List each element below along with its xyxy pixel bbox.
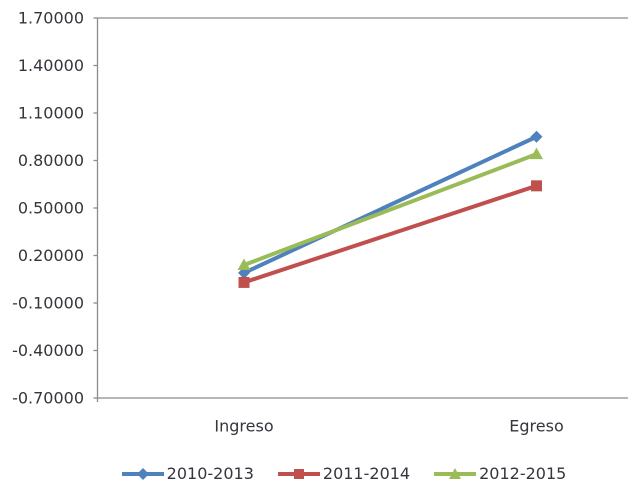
legend-item-2010-2013: 2010-2013 xyxy=(121,464,254,483)
y-axis-tick-label: 1.10000 xyxy=(18,104,84,123)
series-marker-2012-2015 xyxy=(530,147,543,160)
y-axis-tick-label: 1.40000 xyxy=(18,56,84,75)
y-axis-tick-label: 0.20000 xyxy=(18,246,84,265)
y-axis-tick-label: -0.70000 xyxy=(12,389,84,408)
legend-square-icon xyxy=(277,468,320,479)
y-axis-tick-label: 0.50000 xyxy=(18,199,84,218)
series-marker-2010-2013 xyxy=(530,130,543,143)
y-axis-tick-label: 0.80000 xyxy=(18,151,84,170)
series-line-2012-2015 xyxy=(242,152,539,267)
x-axis-category-label: Egreso xyxy=(509,417,563,436)
series-line-2010-2013 xyxy=(242,134,539,275)
x-axis-category-label: Ingreso xyxy=(214,417,273,436)
series-line-2011-2014 xyxy=(242,183,539,285)
series-marker-2011-2014 xyxy=(531,180,542,192)
legend: 2010-2013 2011-2014 2012-2015 xyxy=(30,464,628,483)
series-marker-2012-2015 xyxy=(237,258,251,270)
legend-diamond-icon xyxy=(121,467,164,480)
y-axis-tick-label: -0.10000 xyxy=(12,294,84,313)
series-marker-2011-2014 xyxy=(238,276,250,288)
y-axis-tick-label: 1.70000 xyxy=(18,9,84,28)
legend-label: 2010-2013 xyxy=(166,464,254,483)
y-axis-tick-label: -0.40000 xyxy=(12,341,84,360)
legend-item-2012-2015: 2012-2015 xyxy=(434,464,566,483)
legend-item-2011-2014: 2011-2014 xyxy=(277,464,411,483)
legend-label: 2011-2014 xyxy=(322,464,411,483)
legend-label: 2012-2015 xyxy=(479,464,567,483)
legend-triangle-icon xyxy=(434,467,477,479)
